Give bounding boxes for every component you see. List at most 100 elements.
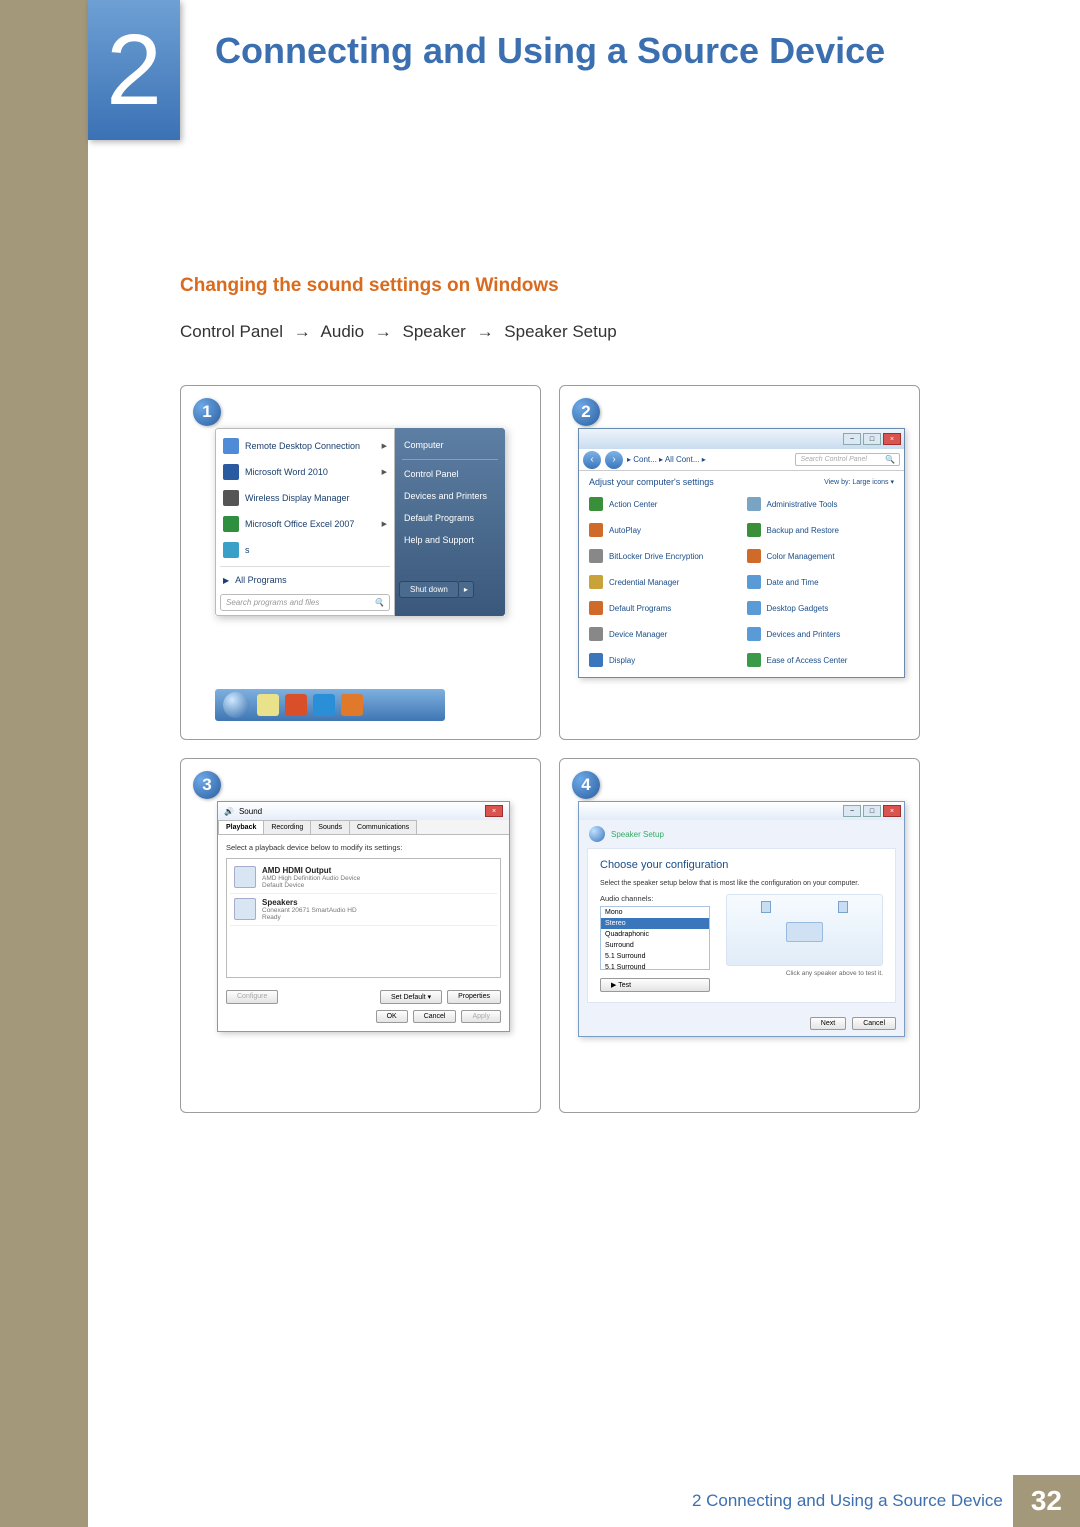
path-seg: Control Panel bbox=[180, 322, 283, 341]
list-label: Audio channels: bbox=[600, 894, 710, 903]
start-right-item[interactable]: Default Programs bbox=[399, 507, 501, 529]
search-input[interactable]: Search Control Panel bbox=[795, 453, 900, 466]
control-panel-item[interactable]: Device Manager bbox=[589, 623, 737, 645]
control-panel-item[interactable]: Default Programs bbox=[589, 597, 737, 619]
start-right-item[interactable]: Control Panel bbox=[399, 463, 501, 485]
playback-device[interactable]: Speakers Conexant 20671 SmartAudio HD Re… bbox=[230, 894, 497, 926]
close-button[interactable]: × bbox=[485, 805, 503, 817]
control-panel-item[interactable]: Devices and Printers bbox=[747, 623, 895, 645]
audio-channel-option[interactable]: Stereo bbox=[601, 918, 709, 929]
cp-item-label: BitLocker Drive Encryption bbox=[609, 552, 703, 561]
next-button[interactable]: Next bbox=[810, 1017, 846, 1030]
tab-communications[interactable]: Communications bbox=[349, 820, 417, 834]
taskbar-app-icon[interactable] bbox=[341, 694, 363, 716]
control-panel-item[interactable]: AutoPlay bbox=[589, 519, 737, 541]
cancel-button[interactable]: Cancel bbox=[852, 1017, 896, 1030]
speaker-icon[interactable] bbox=[838, 901, 848, 913]
apply-button[interactable]: Apply bbox=[461, 1010, 501, 1023]
maximize-button[interactable]: □ bbox=[863, 433, 881, 445]
control-panel-item[interactable]: Action Center bbox=[589, 493, 737, 515]
playback-device[interactable]: AMD HDMI Output AMD High Definition Audi… bbox=[230, 862, 497, 894]
close-button[interactable]: × bbox=[883, 805, 901, 817]
audio-channel-option[interactable]: Surround bbox=[601, 940, 709, 951]
dialog-body: Select a playback device below to modify… bbox=[218, 835, 509, 1031]
start-right-item[interactable]: Computer bbox=[399, 434, 501, 456]
sound-dialog: 🔊Sound × Playback Recording Sounds Commu… bbox=[217, 801, 510, 1032]
control-panel-item[interactable]: Desktop Gadgets bbox=[747, 597, 895, 619]
start-menu-item[interactable]: Microsoft Office Excel 2007▶ bbox=[220, 511, 390, 537]
device-list[interactable]: AMD HDMI Output AMD High Definition Audi… bbox=[226, 858, 501, 978]
app-icon bbox=[223, 542, 239, 558]
speaker-icon[interactable] bbox=[761, 901, 771, 913]
minimize-button[interactable]: − bbox=[843, 433, 861, 445]
ok-button[interactable]: OK bbox=[376, 1010, 408, 1023]
speaker-icon bbox=[234, 898, 256, 920]
control-panel-item[interactable]: BitLocker Drive Encryption bbox=[589, 545, 737, 567]
cp-item-icon bbox=[747, 497, 761, 511]
tab-recording[interactable]: Recording bbox=[263, 820, 311, 834]
back-button[interactable]: ‹ bbox=[583, 451, 601, 469]
tab-sounds[interactable]: Sounds bbox=[310, 820, 350, 834]
start-menu-item[interactable]: Remote Desktop Connection▶ bbox=[220, 433, 390, 459]
window-titlebar: 🔊Sound × bbox=[218, 802, 509, 820]
item-label: Microsoft Word 2010 bbox=[245, 467, 328, 477]
cp-item-icon bbox=[747, 523, 761, 537]
device-sub: AMD High Definition Audio Device bbox=[262, 875, 360, 882]
search-input[interactable]: Search programs and files 🔍 bbox=[220, 594, 390, 611]
item-label: Wireless Display Manager bbox=[245, 493, 350, 503]
cp-item-label: Devices and Printers bbox=[767, 630, 841, 639]
taskbar-app-icon[interactable] bbox=[257, 694, 279, 716]
dialog-title: Sound bbox=[239, 807, 262, 816]
screenshot-4: 4 − □ × Speaker Setup Choose your config… bbox=[559, 758, 920, 1113]
audio-channel-option[interactable]: Quadraphonic bbox=[601, 929, 709, 940]
start-menu-item[interactable]: Microsoft Word 2010▶ bbox=[220, 459, 390, 485]
test-button[interactable]: ▶ Test bbox=[600, 978, 710, 992]
start-orb-icon[interactable] bbox=[223, 692, 249, 718]
start-right-item[interactable]: Devices and Printers bbox=[399, 485, 501, 507]
section-heading: Changing the sound settings on Windows bbox=[180, 275, 559, 297]
listener-icon bbox=[786, 922, 823, 942]
control-panel-item[interactable]: Color Management bbox=[747, 545, 895, 567]
start-right-item[interactable]: Help and Support bbox=[399, 529, 501, 551]
chevron-right-icon: ▶ bbox=[382, 442, 387, 450]
audio-channel-option[interactable]: 5.1 Surround bbox=[601, 951, 709, 962]
control-panel-item[interactable]: Display bbox=[589, 649, 737, 671]
start-menu: Remote Desktop Connection▶Microsoft Word… bbox=[215, 428, 505, 616]
control-panel-item[interactable]: Credential Manager bbox=[589, 571, 737, 593]
audio-channel-option[interactable]: Mono bbox=[601, 907, 709, 918]
minimize-button[interactable]: − bbox=[843, 805, 861, 817]
cancel-button[interactable]: Cancel bbox=[413, 1010, 457, 1023]
wizard-body: Choose your configuration Select the spe… bbox=[587, 848, 896, 1003]
cp-item-label: Desktop Gadgets bbox=[767, 604, 829, 613]
search-icon: 🔍 bbox=[374, 598, 384, 607]
maximize-button[interactable]: □ bbox=[863, 805, 881, 817]
configure-button[interactable]: Configure bbox=[226, 990, 278, 1004]
audio-channel-option[interactable]: 5.1 Surround bbox=[601, 962, 709, 970]
breadcrumb[interactable]: ▸ Cont... ▸ All Cont... ▸ bbox=[627, 455, 706, 464]
chevron-right-icon: ▶ bbox=[382, 520, 387, 528]
close-button[interactable]: × bbox=[883, 433, 901, 445]
all-programs-item[interactable]: ▶ All Programs bbox=[220, 570, 390, 590]
control-panel-item[interactable]: Backup and Restore bbox=[747, 519, 895, 541]
viewby-dropdown[interactable]: View by: Large icons ▾ bbox=[824, 478, 894, 486]
shutdown-button[interactable]: Shut down ▸ bbox=[399, 581, 501, 598]
path-seg: Audio bbox=[321, 322, 364, 341]
forward-button[interactable]: › bbox=[605, 451, 623, 469]
hdmi-icon bbox=[234, 866, 256, 888]
cp-item-label: Date and Time bbox=[767, 578, 819, 587]
properties-button[interactable]: Properties bbox=[447, 990, 501, 1004]
chevron-right-icon[interactable]: ▸ bbox=[459, 581, 474, 598]
control-panel-item[interactable]: Administrative Tools bbox=[747, 493, 895, 515]
set-default-button[interactable]: Set Default ▾ bbox=[380, 990, 442, 1004]
start-menu-item[interactable]: Wireless Display Manager bbox=[220, 485, 390, 511]
footer-title: 2 Connecting and Using a Source Device bbox=[692, 1491, 1013, 1511]
control-panel-item[interactable]: Ease of Access Center bbox=[747, 649, 895, 671]
tab-bar: Playback Recording Sounds Communications bbox=[218, 820, 509, 835]
control-panel-item[interactable]: Date and Time bbox=[747, 571, 895, 593]
tab-playback[interactable]: Playback bbox=[218, 820, 264, 834]
audio-channels-list[interactable]: MonoStereoQuadraphonicSurround5.1 Surrou… bbox=[600, 906, 710, 970]
taskbar-app-icon[interactable] bbox=[285, 694, 307, 716]
taskbar-app-icon[interactable] bbox=[313, 694, 335, 716]
start-menu-item[interactable]: s bbox=[220, 537, 390, 563]
cp-item-icon bbox=[589, 601, 603, 615]
